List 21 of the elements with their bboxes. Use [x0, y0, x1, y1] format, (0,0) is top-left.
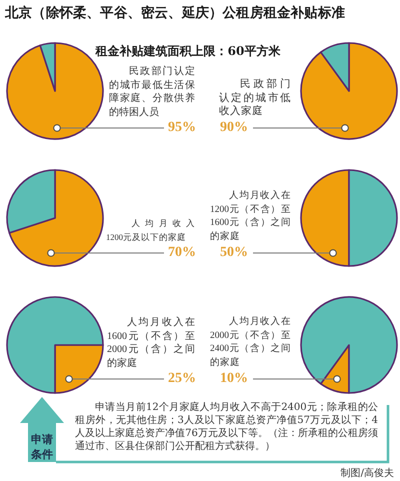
- text: 民政部门认定的城市最低生活保障家庭、分散供养的特困人员: [109, 65, 195, 119]
- data-label: 90%: [220, 120, 248, 136]
- data-label: 70%: [168, 245, 196, 261]
- text: 制图/高俊夫: [340, 467, 394, 480]
- pie-slice: [300, 42, 398, 140]
- text: 租金补贴建筑面积上限：60平方米: [96, 43, 280, 59]
- text: 申请条件: [30, 432, 54, 462]
- data-label: 10%: [220, 371, 248, 387]
- text: 北京（除怀柔、平谷、密云、延庆）公租房租金补贴标准: [5, 4, 346, 22]
- text: 人均月收入在1600元（不含）至2000元（含）之间的家庭: [107, 316, 196, 370]
- pie-slice: [8, 169, 104, 267]
- pie-slice: [6, 296, 104, 394]
- data-label: 25%: [168, 371, 196, 387]
- data-label: 50%: [220, 245, 248, 261]
- text: 人均月收入在2000元（不含）至2400元（含）之间的家庭: [210, 316, 292, 370]
- text: 人均月收入在1200元（不含）至1600元（含）之间的家庭: [210, 190, 292, 244]
- text: 申请当月前12个月家庭人均月收入不高于2400元；除承租的公租房外，无其他住房；3人及以下家庭总资产净值57万元及以下；4人及以上家庭总资产净值76万元及以下等。（注：所承租的公租房须通过市、区县住保部门公开配租方式获得。）: [75, 401, 378, 453]
- data-label: 95%: [168, 120, 196, 136]
- text: 人均月收入1200元及以下的家庭: [106, 217, 195, 244]
- pie-slice: [300, 296, 398, 394]
- text: 民政部门认定的城市低收入家庭: [219, 78, 291, 118]
